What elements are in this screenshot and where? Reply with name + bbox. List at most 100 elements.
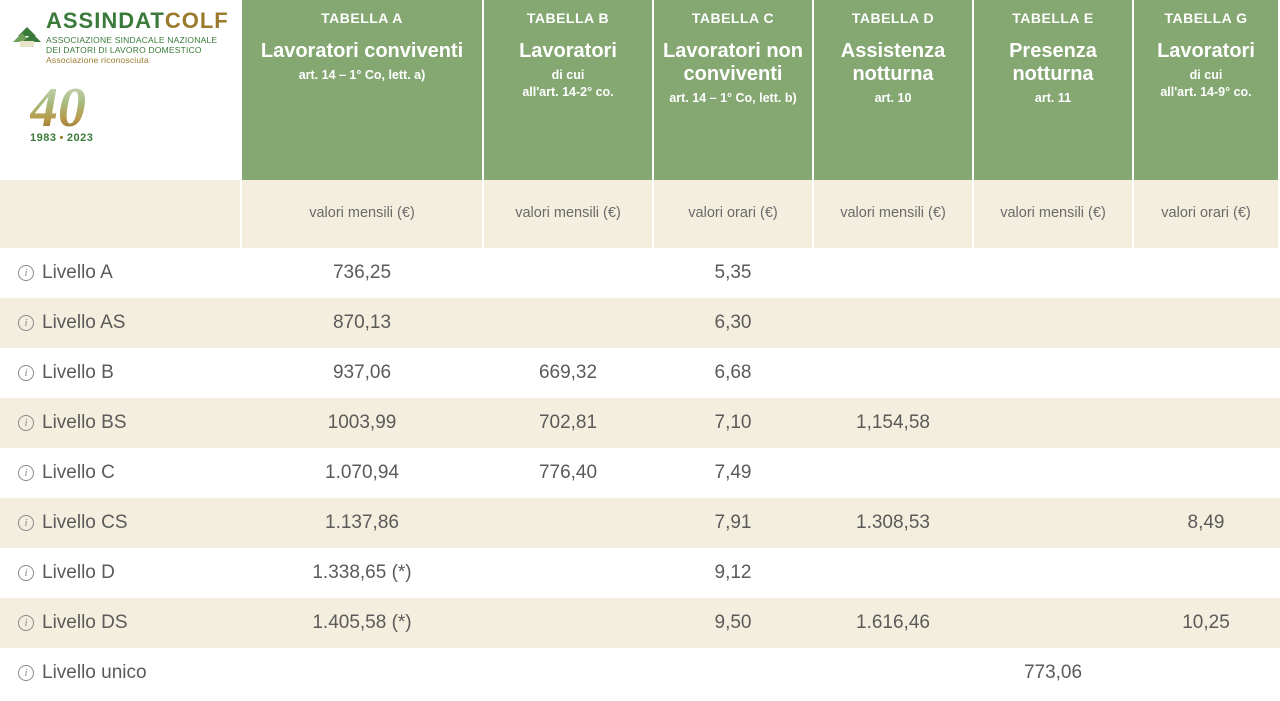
cell [1134, 298, 1280, 348]
subheader-5: valori orari (€) [1134, 180, 1280, 248]
cell: 937,06 [242, 348, 484, 398]
cell: 1.137,86 [242, 498, 484, 548]
house-icon [10, 24, 44, 50]
info-icon[interactable]: i [18, 365, 34, 381]
cell: 7,91 [654, 498, 814, 548]
cell: 6,30 [654, 298, 814, 348]
subheader-blank [0, 180, 242, 248]
row-label: i Livello A [0, 248, 242, 298]
cell [814, 448, 974, 498]
row-label-text: Livello B [42, 362, 114, 384]
col-header-title: Lavoratori [519, 40, 617, 63]
cell [484, 598, 654, 648]
salary-table: ASSINDATCOLFASSOCIAZIONE SINDACALE NAZIO… [0, 0, 1280, 698]
cell: 669,32 [484, 348, 654, 398]
row-label: iLivello C [0, 448, 242, 498]
cell [814, 348, 974, 398]
cell: 8,49 [1134, 498, 1280, 548]
cell [484, 248, 654, 298]
cell [1134, 398, 1280, 448]
col-header-title: Lavoratori [1157, 40, 1255, 63]
cell [654, 648, 814, 698]
subheader-3: valori mensili (€) [814, 180, 974, 248]
cell [814, 648, 974, 698]
cell [1134, 348, 1280, 398]
col-header-1: TABELLA B Lavoratori di cui all'art. 14-2°… [484, 0, 654, 180]
col-header-sub: di cui all'art. 14-9° co. [1160, 67, 1251, 101]
logo-wordmark: ASSINDATCOLF [46, 8, 229, 34]
subheader-4: valori mensili (€) [974, 180, 1134, 248]
cell: 7,10 [654, 398, 814, 448]
row-label-text: Livello DS [42, 612, 128, 634]
row-label: iLivello CS [0, 498, 242, 548]
cell [484, 548, 654, 598]
cell: 776,40 [484, 448, 654, 498]
row-label-text: Livello BS [42, 412, 127, 434]
logo-word-1: ASSINDAT [46, 8, 165, 33]
col-header-sub: art. 10 [875, 90, 912, 107]
row-label-text: Livello A [42, 262, 113, 284]
cell [1134, 548, 1280, 598]
cell [1134, 248, 1280, 298]
info-icon[interactable]: i [18, 265, 34, 281]
cell [484, 298, 654, 348]
col-header-label: TABELLA D [852, 10, 934, 26]
cell [484, 648, 654, 698]
cell [974, 548, 1134, 598]
info-icon[interactable]: i [18, 515, 34, 531]
col-header-label: TABELLA B [527, 10, 609, 26]
col-header-3: TABELLA D Assistenza notturna art. 10 [814, 0, 974, 180]
cell [974, 448, 1134, 498]
col-header-4: TABELLA EPresenza notturnaart. 11 [974, 0, 1134, 180]
info-icon[interactable]: i [18, 315, 34, 331]
anniversary-number: 40 [30, 83, 93, 133]
info-icon[interactable]: i [18, 415, 34, 431]
cell: 10,25 [1134, 598, 1280, 648]
brand-logo: ASSINDATCOLFASSOCIAZIONE SINDACALE NAZIO… [0, 0, 242, 180]
anniversary-badge: 401983•2023 [30, 83, 93, 143]
cell: 773,06 [974, 648, 1134, 698]
logo-word-2: COLF [165, 8, 229, 33]
col-header-title: Lavoratori conviventi [261, 40, 463, 63]
col-header-title: Presenza notturna [982, 40, 1124, 86]
cell [974, 298, 1134, 348]
cell [974, 348, 1134, 398]
info-icon[interactable]: i [18, 565, 34, 581]
cell: 1.338,65 (*) [242, 548, 484, 598]
subheader-2: valori orari (€) [654, 180, 814, 248]
cell [484, 498, 654, 548]
row-label-text: Livello unico [42, 662, 147, 684]
info-icon[interactable]: i [18, 615, 34, 631]
cell [1134, 448, 1280, 498]
anniversary-years: 1983•2023 [30, 132, 93, 144]
col-header-title: Lavoratori non conviventi [662, 40, 804, 86]
cell: 7,49 [654, 448, 814, 498]
cell: 1.308,53 [814, 498, 974, 548]
col-header-label: TABELLA G [1164, 10, 1247, 26]
cell: 736,25 [242, 248, 484, 298]
cell [974, 598, 1134, 648]
col-header-sub: di cui all'art. 14-2° co. [522, 67, 613, 101]
col-header-0: TABELLA ALavoratori conviventiart. 14 – … [242, 0, 484, 180]
row-label-text: Livello D [42, 562, 115, 584]
row-label: iLivello AS [0, 298, 242, 348]
row-label: i Livello B [0, 348, 242, 398]
row-label: i Livello D [0, 548, 242, 598]
logo-tagline: ASSOCIAZIONE SINDACALE NAZIONALEDEI DATO… [46, 36, 229, 65]
info-icon[interactable]: i [18, 465, 34, 481]
cell: 1,154,58 [814, 398, 974, 448]
cell [242, 648, 484, 698]
cell [974, 398, 1134, 448]
subheader-0: valori mensili (€) [242, 180, 484, 248]
cell [814, 248, 974, 298]
cell [814, 548, 974, 598]
col-header-title: Assistenza notturna [822, 40, 964, 86]
col-header-2: TABELLA CLavoratori non conviventiart. 1… [654, 0, 814, 180]
info-icon[interactable]: i [18, 665, 34, 681]
col-header-label: TABELLA A [321, 10, 403, 26]
cell [814, 298, 974, 348]
cell [1134, 648, 1280, 698]
row-label: i Livello BS [0, 398, 242, 448]
row-label: i Livello DS [0, 598, 242, 648]
cell: 1.405,58 (*) [242, 598, 484, 648]
